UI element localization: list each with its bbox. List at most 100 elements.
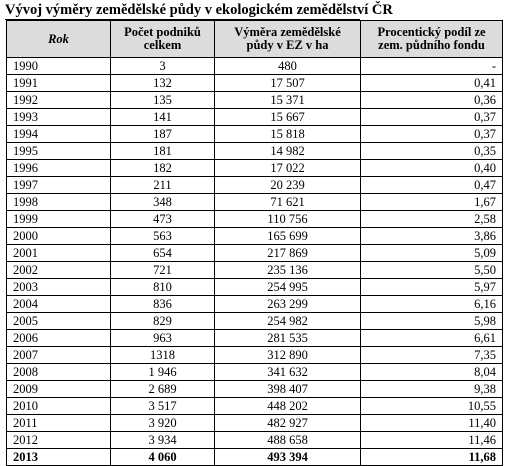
cell-vymera: 448 202 xyxy=(214,397,361,415)
cell-vymera: 488 658 xyxy=(214,431,361,449)
cell-podil: 0,47 xyxy=(360,176,503,194)
cell-podniku: 211 xyxy=(110,176,215,194)
cell-podniku: 473 xyxy=(110,210,215,228)
cell-rok: 2007 xyxy=(6,346,111,364)
cell-rok: 1994 xyxy=(6,125,111,143)
cell-rok: 2011 xyxy=(6,414,111,432)
table-title: Vývoj výměry zemědělské půdy v ekologick… xyxy=(5,2,393,18)
cell-rok: 1997 xyxy=(6,176,111,194)
cell-rok: 1990 xyxy=(6,57,111,75)
cell-rok: 2002 xyxy=(6,261,111,279)
table-row: 1996 182 17 022 0,40 xyxy=(6,159,503,177)
cell-podil: 10,55 xyxy=(360,397,503,415)
cell-vymera: 263 299 xyxy=(214,295,361,313)
cell-podniku: 1318 xyxy=(110,346,215,364)
cell-podniku: 2 689 xyxy=(110,380,215,398)
cell-rok: 1993 xyxy=(6,108,111,126)
table-row: 1997 211 20 239 0,47 xyxy=(6,176,503,194)
table-row: 1995 181 14 982 0,35 xyxy=(6,142,503,160)
cell-rok: 2004 xyxy=(6,295,111,313)
cell-rok: 2006 xyxy=(6,329,111,347)
cell-vymera: 217 869 xyxy=(214,244,361,262)
data-table: Rok Počet podniků celkem Výměra zeměděls… xyxy=(6,20,503,466)
cell-vymera: 165 699 xyxy=(214,227,361,245)
table-row: 2003 810 254 995 5,97 xyxy=(6,278,503,296)
cell-rok: 2005 xyxy=(6,312,111,330)
cell-podniku: 810 xyxy=(110,278,215,296)
table-row: 2002 721 235 136 5,50 xyxy=(6,261,503,279)
cell-rok: 2003 xyxy=(6,278,111,296)
cell-rok: 1991 xyxy=(6,74,111,92)
table-row: 2009 2 689 398 407 9,38 xyxy=(6,380,503,398)
cell-rok: 1995 xyxy=(6,142,111,160)
cell-podniku: 963 xyxy=(110,329,215,347)
table-row: 1991 132 17 507 0,41 xyxy=(6,74,503,92)
cell-vymera: 17 022 xyxy=(214,159,361,177)
header-podniku: Počet podniků celkem xyxy=(110,20,215,58)
table-row: 2012 3 934 488 658 11,46 xyxy=(6,431,503,449)
cell-vymera: 110 756 xyxy=(214,210,361,228)
cell-rok: 2000 xyxy=(6,227,111,245)
cell-podil: 1,67 xyxy=(360,193,503,211)
table-row: 2010 3 517 448 202 10,55 xyxy=(6,397,503,415)
cell-rok: 2010 xyxy=(6,397,111,415)
cell-podil: 0,35 xyxy=(360,142,503,160)
cell-podniku: 563 xyxy=(110,227,215,245)
header-row: Rok Počet podniků celkem Výměra zeměděls… xyxy=(6,20,503,58)
cell-podil: 2,58 xyxy=(360,210,503,228)
cell-vymera: 480 xyxy=(214,57,361,75)
cell-vymera: 235 136 xyxy=(214,261,361,279)
table-row: 2006 963 281 535 6,61 xyxy=(6,329,503,347)
cell-podil: 5,50 xyxy=(360,261,503,279)
table-row: 1999 473 110 756 2,58 xyxy=(6,210,503,228)
cell-vymera: 20 239 xyxy=(214,176,361,194)
cell-podil: 0,36 xyxy=(360,91,503,109)
cell-podil: 5,97 xyxy=(360,278,503,296)
table-row: 1990 3 480- xyxy=(6,57,503,75)
cell-podil: 5,98 xyxy=(360,312,503,330)
cell-podniku: 135 xyxy=(110,91,215,109)
cell-podil: 9,38 xyxy=(360,380,503,398)
cell-vymera: 398 407 xyxy=(214,380,361,398)
table-row: 2005 829 254 982 5,98 xyxy=(6,312,503,330)
cell-podniku: 132 xyxy=(110,74,215,92)
cell-podniku: 3 934 xyxy=(110,431,215,449)
table-row: 1993 141 15 667 0,37 xyxy=(6,108,503,126)
cell-vymera: 482 927 xyxy=(214,414,361,432)
cell-podil: 7,35 xyxy=(360,346,503,364)
cell-rok: 1999 xyxy=(6,210,111,228)
cell-podil: 8,04 xyxy=(360,363,503,381)
cell-vymera: 14 982 xyxy=(214,142,361,160)
cell-podniku: 182 xyxy=(110,159,215,177)
cell-podniku: 3 920 xyxy=(110,414,215,432)
table-row: 1992 135 15 371 0,36 xyxy=(6,91,503,109)
cell-vymera: 493 394 xyxy=(214,448,361,466)
cell-vymera: 15 818 xyxy=(214,125,361,143)
cell-vymera: 341 632 xyxy=(214,363,361,381)
cell-podniku: 836 xyxy=(110,295,215,313)
cell-vymera: 281 535 xyxy=(214,329,361,347)
cell-podil: 0,37 xyxy=(360,125,503,143)
cell-vymera: 254 995 xyxy=(214,278,361,296)
cell-vymera: 254 982 xyxy=(214,312,361,330)
cell-podniku: 1 946 xyxy=(110,363,215,381)
cell-rok: 1992 xyxy=(6,91,111,109)
cell-rok: 2009 xyxy=(6,380,111,398)
cell-rok: 2012 xyxy=(6,431,111,449)
cell-podil: 5,09 xyxy=(360,244,503,262)
cell-podil: 0,37 xyxy=(360,108,503,126)
cell-podniku: 654 xyxy=(110,244,215,262)
cell-vymera: 15 371 xyxy=(214,91,361,109)
cell-podniku: 829 xyxy=(110,312,215,330)
cell-vymera: 71 621 xyxy=(214,193,361,211)
cell-rok: 2013 xyxy=(6,448,111,466)
cell-podil: 11,40 xyxy=(360,414,503,432)
table-row: 2011 3 920 482 927 11,40 xyxy=(6,414,503,432)
cell-podniku: 3 517 xyxy=(110,397,215,415)
table-row: 2007 1318 312 890 7,35 xyxy=(6,346,503,364)
cell-podil: 11,46 xyxy=(360,431,503,449)
cell-podil: 0,40 xyxy=(360,159,503,177)
table-row: 2008 1 946 341 632 8,04 xyxy=(6,363,503,381)
table-row: 2013 4 060 493 394 11,68 xyxy=(6,448,503,466)
cell-podniku: 181 xyxy=(110,142,215,160)
